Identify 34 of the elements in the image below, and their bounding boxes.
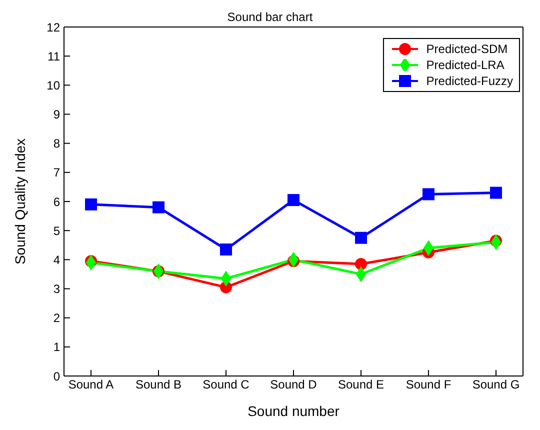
x-tick-label: Sound D [270,378,318,392]
point [85,198,97,210]
x-tick-label: Sound G [472,378,520,392]
x-tick-label: Sound C [202,378,250,392]
legend-label: Predicted-Fuzzy [426,73,513,89]
y-tick-label: 1 [53,340,60,354]
y-tick-label: 2 [53,311,60,326]
point [422,188,434,200]
x-axis-title: Sound number [248,403,340,419]
y-tick-label: 8 [53,136,60,151]
x-tick-label: Sound E [338,378,384,392]
legend-label: Predicted-SDM [426,41,508,57]
point [288,194,300,206]
y-tick-label: 11 [48,49,60,64]
point [355,258,367,270]
y-tick-label: 12 [46,20,60,34]
y-tick-label: 6 [53,194,60,209]
y-tick-label: 3 [53,282,60,296]
y-tick-label: 4 [53,252,60,267]
y-tick-label: 10 [46,78,60,92]
x-tick-label: Sound A [68,378,114,392]
y-tick-label: 0 [53,369,60,384]
x-tick-label: Sound F [406,378,452,392]
chart-title: Sound bar chart [227,10,313,24]
point [490,186,502,199]
y-tick-label: 7 [53,166,60,180]
legend-label: Predicted-LRA [426,57,504,73]
y-tick-label: 9 [53,108,60,122]
y-tick-label: 5 [53,224,60,238]
point [152,201,164,214]
point [220,243,232,256]
y-axis-title: Sound Quality Index [12,138,28,265]
point [355,232,367,244]
x-tick-label: Sound B [135,378,182,392]
